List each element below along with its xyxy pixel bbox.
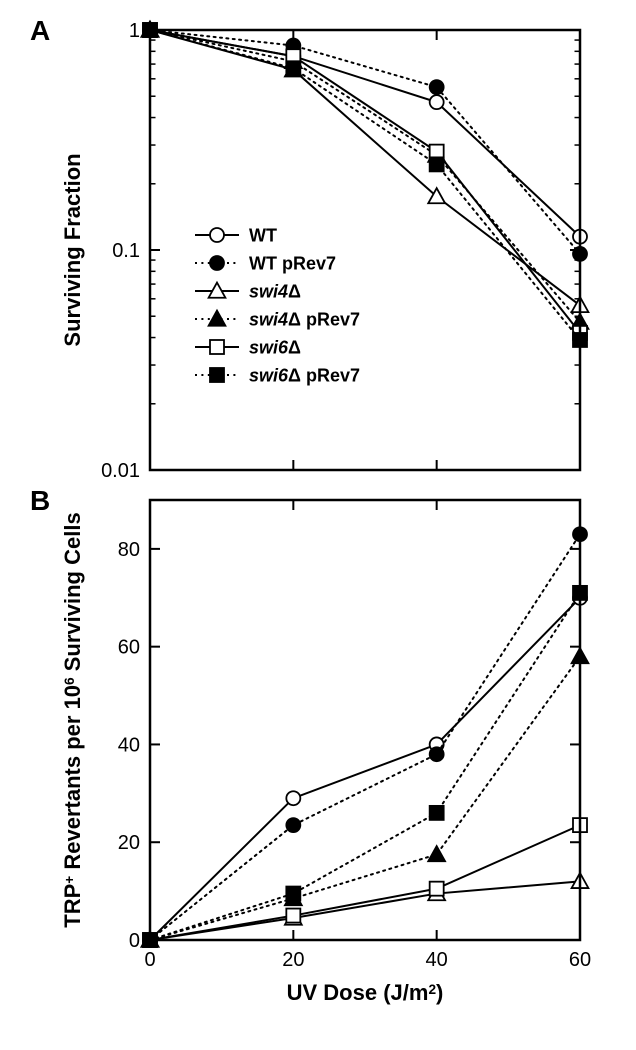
x-axis-label: UV Dose (J/m2) xyxy=(287,980,444,1005)
legend-label-swi6_pRev7: swi6Δ pRev7 xyxy=(249,365,360,385)
series-marker-swi6_pRev7 xyxy=(430,157,444,171)
series-marker-WT_pRev7 xyxy=(286,818,300,832)
y-tick-label: 80 xyxy=(118,539,140,561)
y-axis-label: Surviving Fraction xyxy=(60,153,85,346)
legend-label-WT: WT xyxy=(249,225,277,245)
y-axis-label: TRP+ Revertants per 106 Surviving Cells xyxy=(60,512,85,927)
y-tick-label: 1 xyxy=(129,20,140,42)
x-tick-label: 0 xyxy=(144,949,155,971)
panel-letter-b: B xyxy=(30,485,50,516)
series-marker-swi6_pRev7 xyxy=(286,887,300,901)
panel-letter-a: A xyxy=(30,15,50,46)
figure-svg: 0.01 0.1 1 Surviving Fraction A WT WT pRev7 swi… xyxy=(0,0,636,1050)
x-tick-label: 40 xyxy=(426,949,448,971)
figure-container: 0.01 0.1 1 Surviving Fraction A WT WT pRev7 swi… xyxy=(0,0,636,1050)
legend-label-swi4_pRev7: swi4Δ pRev7 xyxy=(249,309,360,329)
y-tick-label: 0.1 xyxy=(112,240,140,262)
series-marker-swi6_pRev7 xyxy=(286,61,300,75)
legend-label-swi4: swi4Δ xyxy=(249,281,301,301)
y-tick-label: 60 xyxy=(118,637,140,659)
legend-label-swi6: swi6Δ xyxy=(249,337,301,357)
y-tick-label: 40 xyxy=(118,734,140,756)
series-marker-WT_pRev7 xyxy=(430,80,444,94)
series-marker-swi6_pRev7 xyxy=(430,806,444,820)
x-tick-label: 60 xyxy=(569,949,591,971)
series-marker-WT xyxy=(286,791,300,805)
x-tick-label: 20 xyxy=(282,949,304,971)
series-marker-swi6 xyxy=(286,909,300,923)
series-marker-WT xyxy=(430,95,444,109)
series-marker-WT_pRev7 xyxy=(430,747,444,761)
y-tick-label: 0.01 xyxy=(101,460,140,482)
y-tick-label: 0 xyxy=(129,930,140,952)
legend-label-WT_pRev7: WT pRev7 xyxy=(249,253,336,273)
y-tick-label: 20 xyxy=(118,832,140,854)
series-marker-swi6 xyxy=(430,882,444,896)
